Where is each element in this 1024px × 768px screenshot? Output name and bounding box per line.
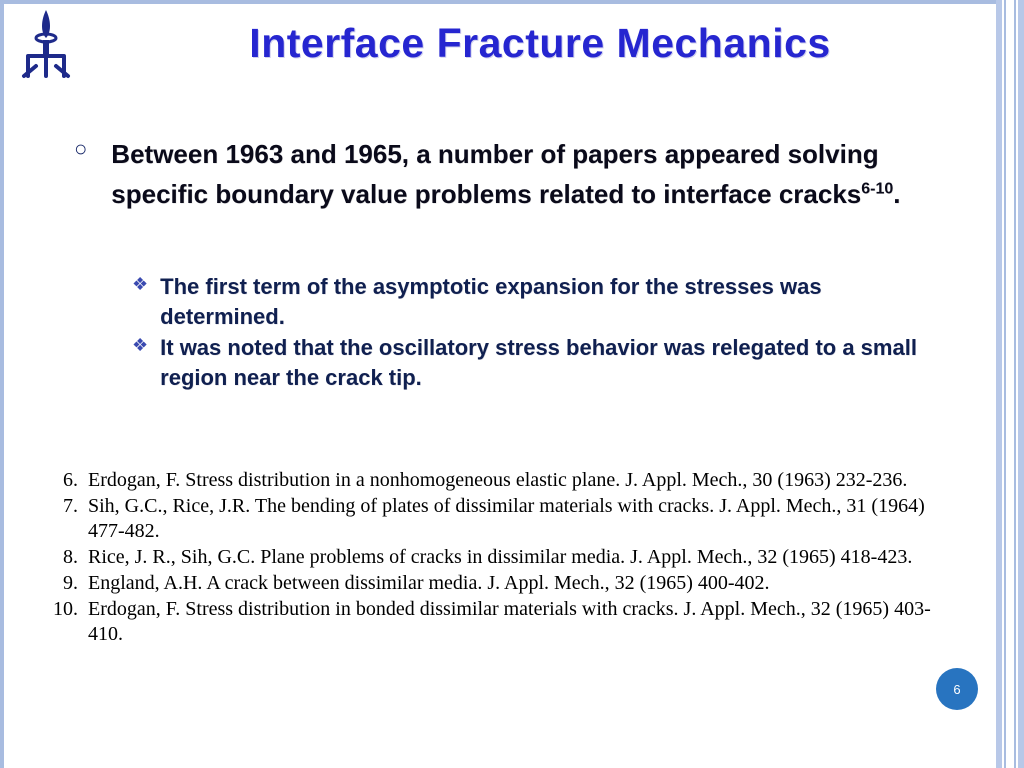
reference-item: 10. Erdogan, F. Stress distribution in b… xyxy=(52,597,942,647)
main-bullet: ○ Between 1963 and 1965, a number of pap… xyxy=(74,134,954,215)
reference-item: 8. Rice, J. R., Sih, G.C. Plane problems… xyxy=(52,545,942,570)
border-left xyxy=(0,0,4,768)
reference-text: Rice, J. R., Sih, G.C. Plane problems of… xyxy=(88,545,942,570)
page-number-badge: 6 xyxy=(936,668,978,710)
diamond-bullet-icon: ❖ xyxy=(132,333,148,358)
circle-bullet-icon: ○ xyxy=(74,134,87,165)
reference-item: 7. Sih, G.C., Rice, J.R. The bending of … xyxy=(52,494,942,544)
sub-bullet-text: The first term of the asymptotic expansi… xyxy=(160,272,952,331)
main-text-pre: Between 1963 and 1965, a number of paper… xyxy=(111,139,878,209)
border-right-inner xyxy=(1006,0,1014,768)
sub-bullet: ❖ The first term of the asymptotic expan… xyxy=(132,272,952,331)
main-bullet-text: Between 1963 and 1965, a number of paper… xyxy=(111,134,954,215)
reference-number: 6. xyxy=(52,468,88,493)
reference-item: 9. England, A.H. A crack between dissimi… xyxy=(52,571,942,596)
institution-logo-icon xyxy=(18,8,74,80)
reference-text: England, A.H. A crack between dissimilar… xyxy=(88,571,942,596)
main-text-post: . xyxy=(893,179,900,209)
border-top xyxy=(0,0,1024,4)
reference-item: 6. Erdogan, F. Stress distribution in a … xyxy=(52,468,942,493)
sub-bullet-text: It was noted that the oscillatory stress… xyxy=(160,333,952,392)
reference-text: Sih, G.C., Rice, J.R. The bending of pla… xyxy=(88,494,942,544)
reference-number: 8. xyxy=(52,545,88,570)
reference-text: Erdogan, F. Stress distribution in a non… xyxy=(88,468,942,493)
reference-number: 9. xyxy=(52,571,88,596)
slide-title: Interface Fracture Mechanics xyxy=(130,20,950,67)
reference-number: 10. xyxy=(52,597,88,647)
diamond-bullet-icon: ❖ xyxy=(132,272,148,297)
reference-number: 7. xyxy=(52,494,88,544)
sub-bullet: ❖ It was noted that the oscillatory stre… xyxy=(132,333,952,392)
references-list: 6. Erdogan, F. Stress distribution in a … xyxy=(52,468,942,648)
main-superscript: 6-10 xyxy=(861,181,893,198)
sub-bullets-list: ❖ The first term of the asymptotic expan… xyxy=(132,272,952,395)
reference-text: Erdogan, F. Stress distribution in bonde… xyxy=(88,597,942,647)
